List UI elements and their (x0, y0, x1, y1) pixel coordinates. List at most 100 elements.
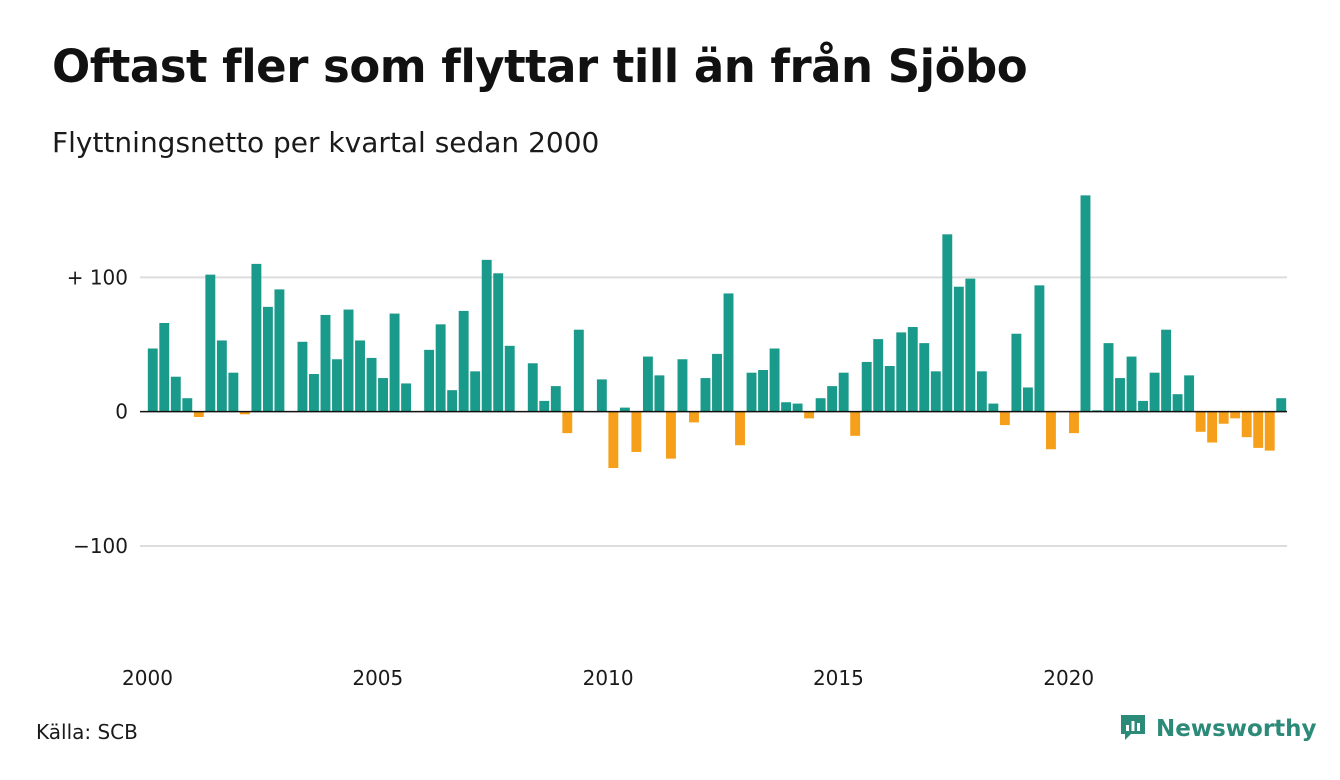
bar (781, 402, 792, 412)
bar (458, 310, 469, 412)
bar (700, 378, 711, 412)
bar (919, 343, 930, 412)
bar (550, 386, 561, 412)
bar (712, 353, 722, 412)
y-tick-label: −100 (73, 534, 128, 558)
y-tick-label: 0 (115, 400, 128, 424)
bars (147, 195, 1287, 469)
grid-lines (140, 276, 1287, 547)
bar (665, 411, 676, 459)
bar (619, 407, 630, 412)
bar (239, 411, 250, 415)
bar (654, 375, 665, 412)
bar (884, 365, 895, 412)
bar (1207, 411, 1218, 443)
bar (182, 398, 193, 412)
bar (1218, 411, 1229, 424)
bar (251, 263, 262, 412)
bar (1022, 387, 1033, 412)
x-tick-label: 2000 (122, 666, 173, 690)
bar (907, 327, 918, 412)
bar (1241, 411, 1252, 438)
y-tick-label: + 100 (67, 265, 128, 289)
bar (193, 411, 204, 418)
bar (320, 314, 331, 412)
brand[interactable]: Newsworthy (1118, 712, 1317, 746)
bar (274, 289, 285, 412)
bar (170, 376, 181, 412)
chart-subtitle: Flyttningsnetto per kvartal sedan 2000 (52, 126, 600, 159)
bar (216, 340, 227, 412)
bar (389, 313, 400, 412)
bar (527, 363, 538, 412)
bar (1184, 375, 1195, 412)
bar (309, 374, 319, 412)
bar (355, 340, 365, 412)
bar (988, 403, 999, 412)
bar (792, 403, 803, 412)
bar (677, 359, 688, 412)
bar (896, 332, 907, 412)
bar (608, 411, 619, 469)
bar (1149, 372, 1160, 412)
bar (999, 411, 1010, 426)
bar (827, 386, 838, 412)
bar (297, 341, 308, 412)
bar (861, 361, 872, 412)
bar (1172, 394, 1183, 412)
bar (435, 324, 446, 412)
bar (539, 400, 550, 412)
bar (1045, 411, 1056, 450)
bar (343, 309, 354, 412)
bar (746, 372, 757, 412)
bar (596, 379, 607, 412)
bar (147, 348, 158, 412)
bar (1161, 329, 1172, 412)
bar (1103, 343, 1114, 412)
bar (424, 349, 435, 412)
bar (481, 259, 492, 412)
bar (205, 274, 216, 412)
bar (1069, 411, 1079, 434)
source-note: Källa: SCB (36, 720, 138, 744)
bar (1126, 356, 1137, 412)
x-tick-label: 2020 (1043, 666, 1094, 690)
bar (1253, 411, 1264, 448)
newsworthy-logo-icon (1118, 712, 1148, 746)
bar (1011, 333, 1022, 412)
x-tick-label: 2015 (813, 666, 864, 690)
bar (1264, 411, 1275, 451)
bar (1230, 411, 1241, 419)
bar (1276, 398, 1287, 412)
bar (850, 411, 861, 436)
bar (689, 411, 699, 423)
bar (504, 345, 515, 412)
bar (815, 398, 826, 412)
bar (930, 371, 941, 412)
bar (838, 372, 849, 412)
bar (262, 306, 273, 412)
bar (769, 348, 780, 412)
brand-name: Newsworthy (1156, 716, 1317, 742)
bar (942, 234, 953, 412)
bar (631, 411, 642, 452)
bar (366, 357, 377, 412)
chart-title: Oftast fler som flyttar till än från Sjö… (52, 40, 1028, 93)
bar (804, 411, 815, 419)
bar (1115, 378, 1125, 412)
bar (573, 329, 584, 412)
bar (976, 371, 987, 412)
bar (228, 372, 239, 412)
bar (723, 293, 734, 412)
bar (159, 322, 170, 412)
bar (493, 273, 504, 412)
bar (378, 378, 389, 412)
bar (953, 286, 964, 412)
bar (1138, 400, 1149, 412)
x-tick-label: 2010 (583, 666, 634, 690)
bar (1080, 195, 1091, 412)
axes: + 100 0 −100 2000 2005 2010 2015 2020 (67, 265, 1287, 690)
x-tick-label: 2005 (352, 666, 403, 690)
bar (758, 370, 769, 412)
